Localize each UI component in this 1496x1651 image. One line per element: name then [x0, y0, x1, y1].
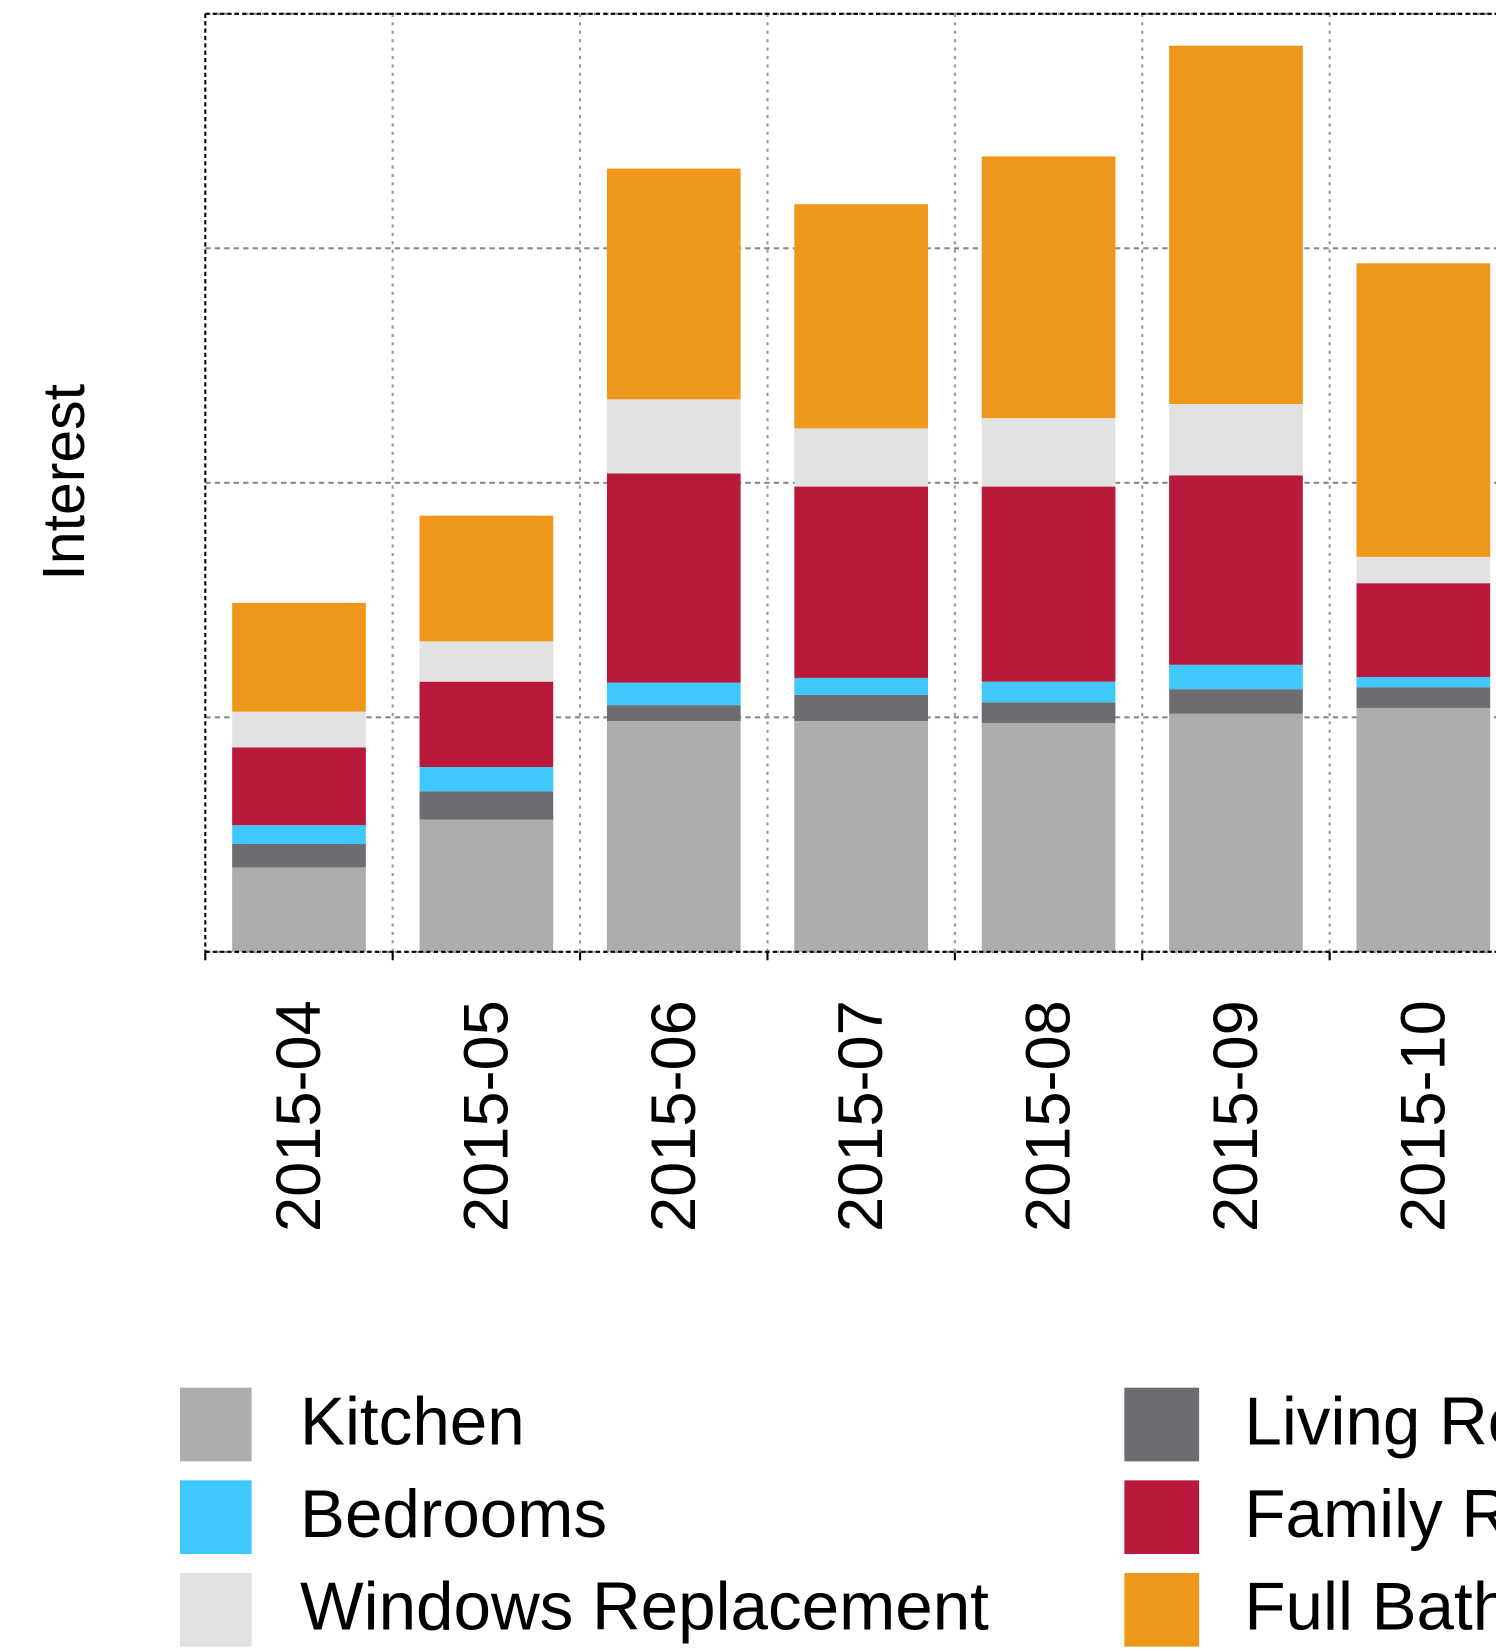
bar-segment: [232, 747, 366, 826]
bar-segment: [794, 428, 929, 487]
bar-segment: [419, 681, 554, 768]
bar-segment: [1169, 475, 1303, 665]
legend-swatch: [1124, 1480, 1200, 1555]
bar-segment: [981, 156, 1116, 419]
x-tick-label: 2015-08: [1014, 1000, 1084, 1232]
bar-segment: [1356, 676, 1491, 688]
bar-segment: [606, 399, 741, 474]
bar-segment: [794, 204, 929, 429]
bar-segment: [419, 819, 554, 952]
bar-segment: [606, 473, 741, 683]
bar-segment: [419, 791, 554, 820]
bar-segment: [232, 711, 366, 748]
bar-segment: [1169, 689, 1303, 714]
bar-segment: [419, 641, 554, 682]
bar-segment: [981, 418, 1116, 487]
bar-segment: [981, 681, 1116, 703]
bar-segment: [794, 694, 929, 722]
bar-segment: [794, 677, 929, 695]
bar-segment: [419, 515, 554, 642]
bar-segment: [794, 721, 929, 952]
x-tick-label: 2015-04: [264, 1000, 334, 1232]
legend-swatch: [180, 1480, 252, 1555]
x-tick-label: 2015-09: [1201, 1000, 1271, 1232]
bar-segment: [232, 602, 366, 712]
bar-segment: [1169, 404, 1303, 476]
x-tick-label: 2015-10: [1388, 1000, 1458, 1232]
y-axis-label: Interest: [32, 384, 97, 581]
legend-label: Living Room: [1244, 1384, 1496, 1459]
x-tick-label: 2015-05: [451, 1000, 521, 1232]
bar-segment: [981, 702, 1116, 723]
bar-segment: [1169, 664, 1303, 690]
legend-label: Family Room: [1244, 1477, 1496, 1552]
legend-swatch: [180, 1387, 252, 1462]
bar-segment: [419, 767, 554, 792]
bar-segment: [232, 843, 366, 868]
bar-segment: [606, 721, 741, 952]
bar-segment: [232, 825, 366, 844]
bar-segment: [1356, 263, 1491, 557]
bar-segment: [606, 682, 741, 706]
bar-segment: [981, 722, 1116, 952]
bar-segment: [606, 705, 741, 722]
x-tick-label: 2015-07: [826, 1000, 896, 1232]
bar-segment: [1356, 707, 1491, 952]
bar-segment: [794, 486, 929, 678]
bar-segment: [1356, 583, 1491, 677]
x-tick-label: 2015-06: [639, 1000, 709, 1232]
bar-segment: [1356, 556, 1491, 584]
bar-segment: [1169, 45, 1303, 405]
legend-label: Bedrooms: [300, 1477, 607, 1552]
bar-segment: [232, 867, 366, 952]
legend-swatch: [180, 1572, 252, 1647]
legend-label: Full Bathroom: [1244, 1570, 1496, 1645]
legend-swatch: [1124, 1572, 1200, 1647]
legend-label: Windows Replacement: [300, 1570, 989, 1645]
bar-segment: [981, 486, 1116, 682]
legend-label: Kitchen: [300, 1384, 525, 1459]
legend-swatch: [1124, 1387, 1200, 1462]
bar-segment: [606, 168, 741, 400]
bar-segment: [1169, 713, 1303, 952]
bar-segment: [1356, 687, 1491, 708]
